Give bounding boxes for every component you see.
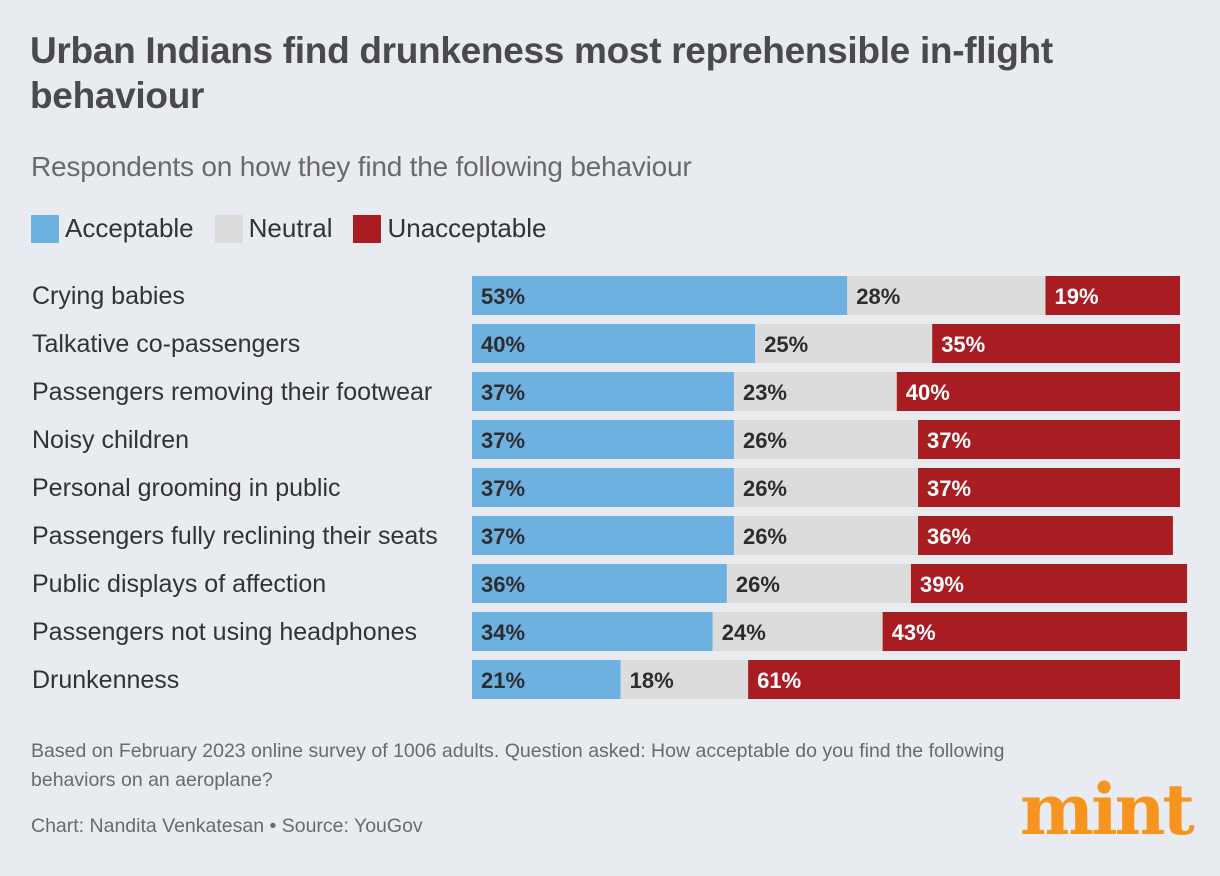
value-label-unacceptable-noisy-children: 37% [927, 428, 971, 453]
legend: Acceptable Neutral Unacceptable [31, 213, 567, 244]
value-label-acceptable-noisy-children: 37% [481, 428, 525, 453]
bar-acceptable-talkative-co-passengers [472, 324, 756, 363]
bar-unacceptable-personal-grooming-in-public [918, 468, 1180, 507]
value-label-acceptable-passengers-not-using-headphones: 34% [481, 620, 525, 645]
legend-item-unacceptable: Unacceptable [353, 213, 546, 244]
bar-unacceptable-passengers-not-using-headphones [882, 612, 1188, 651]
bar-neutral-noisy-children [733, 420, 919, 459]
bar-neutral-passengers-removing-their-footwear [733, 372, 897, 411]
value-label-neutral-passengers-fully-reclining-their-seats: 26% [743, 524, 787, 549]
value-label-acceptable-passengers-removing-their-footwear: 37% [481, 380, 525, 405]
category-label-talkative-co-passengers: Talkative co-passengers [32, 330, 300, 358]
category-label-noisy-children: Noisy children [32, 426, 189, 454]
category-label-passengers-fully-reclining-their-seats: Passengers fully reclining their seats [32, 522, 438, 550]
bar-unacceptable-talkative-co-passengers [932, 324, 1180, 363]
bar-neutral-drunkenness [620, 660, 749, 699]
legend-label-acceptable: Acceptable [65, 213, 194, 243]
bar-neutral-passengers-not-using-headphones [712, 612, 883, 651]
chart-subtitle: Respondents on how they find the followi… [31, 151, 692, 182]
bar-unacceptable-noisy-children [918, 420, 1180, 459]
mint-logo: mint [1020, 768, 1195, 851]
value-label-unacceptable-personal-grooming-in-public: 37% [927, 476, 971, 501]
value-label-neutral-passengers-not-using-headphones: 24% [722, 620, 766, 645]
category-label-public-displays-of-affection: Public displays of affection [32, 570, 326, 598]
value-label-unacceptable-passengers-not-using-headphones: 43% [892, 620, 936, 645]
value-label-acceptable-public-displays-of-affection: 36% [481, 572, 525, 597]
bar-neutral-passengers-fully-reclining-their-seats [733, 516, 919, 555]
value-label-unacceptable-talkative-co-passengers: 35% [941, 332, 985, 357]
bar-acceptable-public-displays-of-affection [472, 564, 727, 603]
value-label-unacceptable-passengers-removing-their-footwear: 40% [906, 380, 950, 405]
bar-unacceptable-passengers-removing-their-footwear [896, 372, 1180, 411]
legend-item-neutral: Neutral [214, 213, 333, 244]
bar-neutral-talkative-co-passengers [755, 324, 933, 363]
value-label-neutral-noisy-children: 26% [743, 428, 787, 453]
bar-acceptable-passengers-not-using-headphones [472, 612, 713, 651]
bar-acceptable-personal-grooming-in-public [472, 468, 734, 507]
value-label-neutral-personal-grooming-in-public: 26% [743, 476, 787, 501]
bar-acceptable-passengers-fully-reclining-their-seats [472, 516, 734, 555]
legend-label-unacceptable: Unacceptable [387, 213, 547, 243]
value-label-acceptable-talkative-co-passengers: 40% [481, 332, 525, 357]
chart-title: Urban Indians find drunkeness most repre… [30, 30, 1053, 116]
bar-unacceptable-public-displays-of-affection [910, 564, 1188, 603]
survey-note: Based on February 2023 online survey of … [31, 740, 1005, 791]
bar-acceptable-drunkenness [472, 660, 621, 699]
value-label-acceptable-personal-grooming-in-public: 37% [481, 476, 525, 501]
value-label-unacceptable-passengers-fully-reclining-their-seats: 36% [927, 524, 971, 549]
category-label-crying-babies: Crying babies [32, 282, 185, 310]
category-label-passengers-not-using-headphones: Passengers not using headphones [32, 618, 417, 646]
value-label-unacceptable-drunkenness: 61% [757, 668, 801, 693]
category-label-passengers-removing-their-footwear: Passengers removing their footwear [32, 378, 432, 406]
bar-acceptable-passengers-removing-their-footwear [472, 372, 734, 411]
value-label-neutral-passengers-removing-their-footwear: 23% [743, 380, 787, 405]
legend-swatch-unacceptable [353, 214, 382, 243]
legend-label-neutral: Neutral [248, 213, 333, 243]
value-label-acceptable-drunkenness: 21% [481, 668, 525, 693]
value-label-neutral-drunkenness: 18% [630, 668, 674, 693]
value-label-neutral-crying-babies: 28% [856, 284, 900, 309]
legend-swatch-acceptable [31, 214, 59, 243]
value-label-unacceptable-crying-babies: 19% [1054, 284, 1098, 309]
bar-acceptable-noisy-children [472, 420, 734, 459]
bar-unacceptable-passengers-fully-reclining-their-seats [918, 516, 1173, 555]
legend-item-acceptable: Acceptable [31, 213, 194, 244]
value-label-neutral-talkative-co-passengers: 25% [764, 332, 808, 357]
bar-neutral-crying-babies [847, 276, 1046, 315]
category-label-personal-grooming-in-public: Personal grooming in public [32, 474, 341, 502]
value-label-unacceptable-public-displays-of-affection: 39% [920, 572, 964, 597]
bar-neutral-public-displays-of-affection [726, 564, 911, 603]
bar-unacceptable-crying-babies [1045, 276, 1180, 315]
value-label-neutral-public-displays-of-affection: 26% [736, 572, 780, 597]
bar-unacceptable-drunkenness [748, 660, 1180, 699]
bar-acceptable-crying-babies [472, 276, 848, 315]
bar-neutral-personal-grooming-in-public [733, 468, 919, 507]
value-label-acceptable-crying-babies: 53% [481, 284, 525, 309]
category-label-drunkenness: Drunkenness [32, 666, 179, 694]
legend-swatch-neutral [214, 214, 243, 243]
chart-credit: Chart: Nandita Venkatesan • Source: YouG… [31, 815, 423, 837]
value-label-acceptable-passengers-fully-reclining-their-seats: 37% [481, 524, 525, 549]
